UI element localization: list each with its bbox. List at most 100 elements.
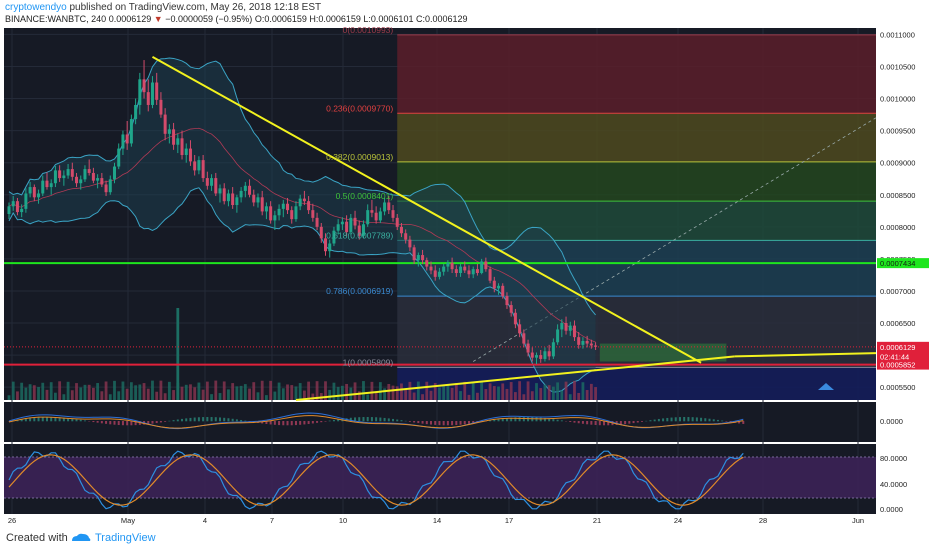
- candle-body: [581, 340, 585, 345]
- date-tick-label: 10: [339, 516, 347, 525]
- macd-histogram-bar: [716, 419, 719, 422]
- macd-histogram-bar: [126, 421, 129, 426]
- target-zone: [599, 343, 727, 362]
- price-chart[interactable]: 0(0.0010993) 0.236(0.0009770) 0.382(0.0009…: [0, 26, 932, 527]
- candle-body: [180, 138, 184, 155]
- volume-bar: [501, 383, 505, 400]
- volume-bar: [28, 384, 32, 400]
- macd-histogram-bar: [425, 421, 428, 425]
- volume-bar: [421, 394, 424, 400]
- fib-label-0.382: 0.382(0.0009013): [326, 152, 393, 162]
- candle-body: [501, 285, 505, 297]
- macd-histogram-bar: [299, 421, 302, 425]
- volume-bar: [83, 384, 87, 400]
- volume-bar: [505, 388, 509, 400]
- date-tick-label: 26: [8, 516, 16, 525]
- macd-histogram-bar: [581, 421, 584, 424]
- macd-histogram-bar: [573, 421, 576, 423]
- volume-bar: [294, 386, 298, 400]
- macd-histogram-bar: [628, 421, 631, 424]
- macd-histogram-bar: [548, 418, 551, 422]
- candle-body: [134, 104, 138, 120]
- bollinger-fill: [9, 57, 596, 393]
- macd-histogram-bar: [497, 419, 500, 422]
- volume-bar: [49, 382, 53, 400]
- volume-bar: [568, 394, 572, 400]
- candle-body: [70, 169, 74, 177]
- candle-body: [121, 134, 125, 149]
- macd-histogram-bar: [71, 418, 74, 422]
- volume-bar: [581, 382, 585, 400]
- candle-body: [404, 233, 408, 240]
- macd-histogram-bar: [33, 417, 36, 422]
- candle-body: [163, 114, 167, 134]
- publish-line: cryptowendyo published on TradingView.co…: [5, 2, 321, 13]
- candle-body: [248, 185, 252, 195]
- macd-histogram-bar: [708, 418, 711, 422]
- volume-bar: [514, 392, 517, 400]
- macd-histogram-bar: [396, 419, 399, 422]
- macd-histogram-bar: [505, 418, 508, 422]
- macd-histogram-bar: [586, 421, 589, 425]
- candle-body: [353, 217, 357, 226]
- volume-bar: [577, 392, 581, 400]
- candle-body: [24, 193, 28, 209]
- tradingview-brand[interactable]: TradingView: [95, 532, 156, 544]
- macd-histogram-bar: [159, 421, 162, 423]
- macd-histogram-bar: [653, 419, 656, 422]
- ohlc-values: O:0.0006159 H:0.0006159 L:0.0006101 C:0.…: [254, 14, 468, 24]
- volume-bar: [269, 380, 273, 400]
- macd-histogram-bar: [181, 418, 184, 422]
- volume-bar: [539, 388, 543, 400]
- volume-bar: [573, 380, 576, 400]
- macd-histogram-bar: [265, 421, 268, 425]
- macd-histogram-bar: [349, 417, 352, 422]
- candle-body: [480, 261, 484, 274]
- volume-bar: [370, 381, 374, 400]
- macd-histogram-bar: [683, 417, 686, 422]
- candle-body: [7, 206, 11, 214]
- macd-histogram-bar: [278, 421, 281, 426]
- volume-bar: [235, 386, 239, 400]
- author-link[interactable]: cryptowendyo: [5, 2, 67, 13]
- stoch-k-line: [8, 450, 744, 510]
- candle-body: [218, 188, 222, 194]
- volume-spike: [176, 308, 180, 400]
- macd-histogram-bar: [451, 421, 454, 426]
- macd-histogram-bar: [185, 418, 188, 422]
- macd-histogram-bar: [560, 420, 563, 422]
- symbol-line: BINANCE:WANBTC, 240 0.0006129 ▼ −0.00000…: [5, 14, 468, 24]
- trendline: [295, 355, 735, 401]
- candle-body: [75, 176, 79, 184]
- candle-body: [547, 351, 551, 357]
- candle-body: [332, 230, 336, 244]
- volume-bar: [189, 384, 192, 400]
- candle-body: [20, 208, 24, 213]
- symbol-label: BINANCE:WANBTC, 240: [5, 14, 107, 24]
- volume-bar: [594, 387, 597, 400]
- fib-label-0: 0(0.0010993): [343, 26, 394, 35]
- date-tick-label: 14: [433, 516, 441, 525]
- volume-bar: [222, 381, 226, 400]
- macd-histogram-bar: [603, 421, 606, 426]
- price-tick-label: 0.0007000: [880, 287, 915, 296]
- macd-histogram-bar: [320, 421, 323, 423]
- date-tick-label: 7: [270, 516, 274, 525]
- price-change: −0.0000059 (−0.95%): [165, 14, 253, 24]
- candle-body: [96, 178, 100, 181]
- macd-histogram-bar: [446, 421, 449, 426]
- macd-histogram-bar: [20, 419, 23, 422]
- price-tag: [877, 258, 929, 269]
- price-tag-label: 0.0005852: [880, 361, 915, 370]
- volume-bar: [476, 392, 479, 400]
- price-tick-label: 0.0011000: [880, 30, 915, 39]
- volume-bar: [408, 381, 412, 400]
- candle-body: [159, 99, 163, 115]
- candle-body: [104, 184, 108, 193]
- volume-bar: [315, 381, 319, 400]
- macd-histogram-bar: [223, 417, 226, 422]
- candle-body: [492, 280, 496, 289]
- candle-body: [290, 210, 294, 220]
- candle-body: [193, 161, 197, 171]
- macd-histogram-bar: [619, 421, 622, 425]
